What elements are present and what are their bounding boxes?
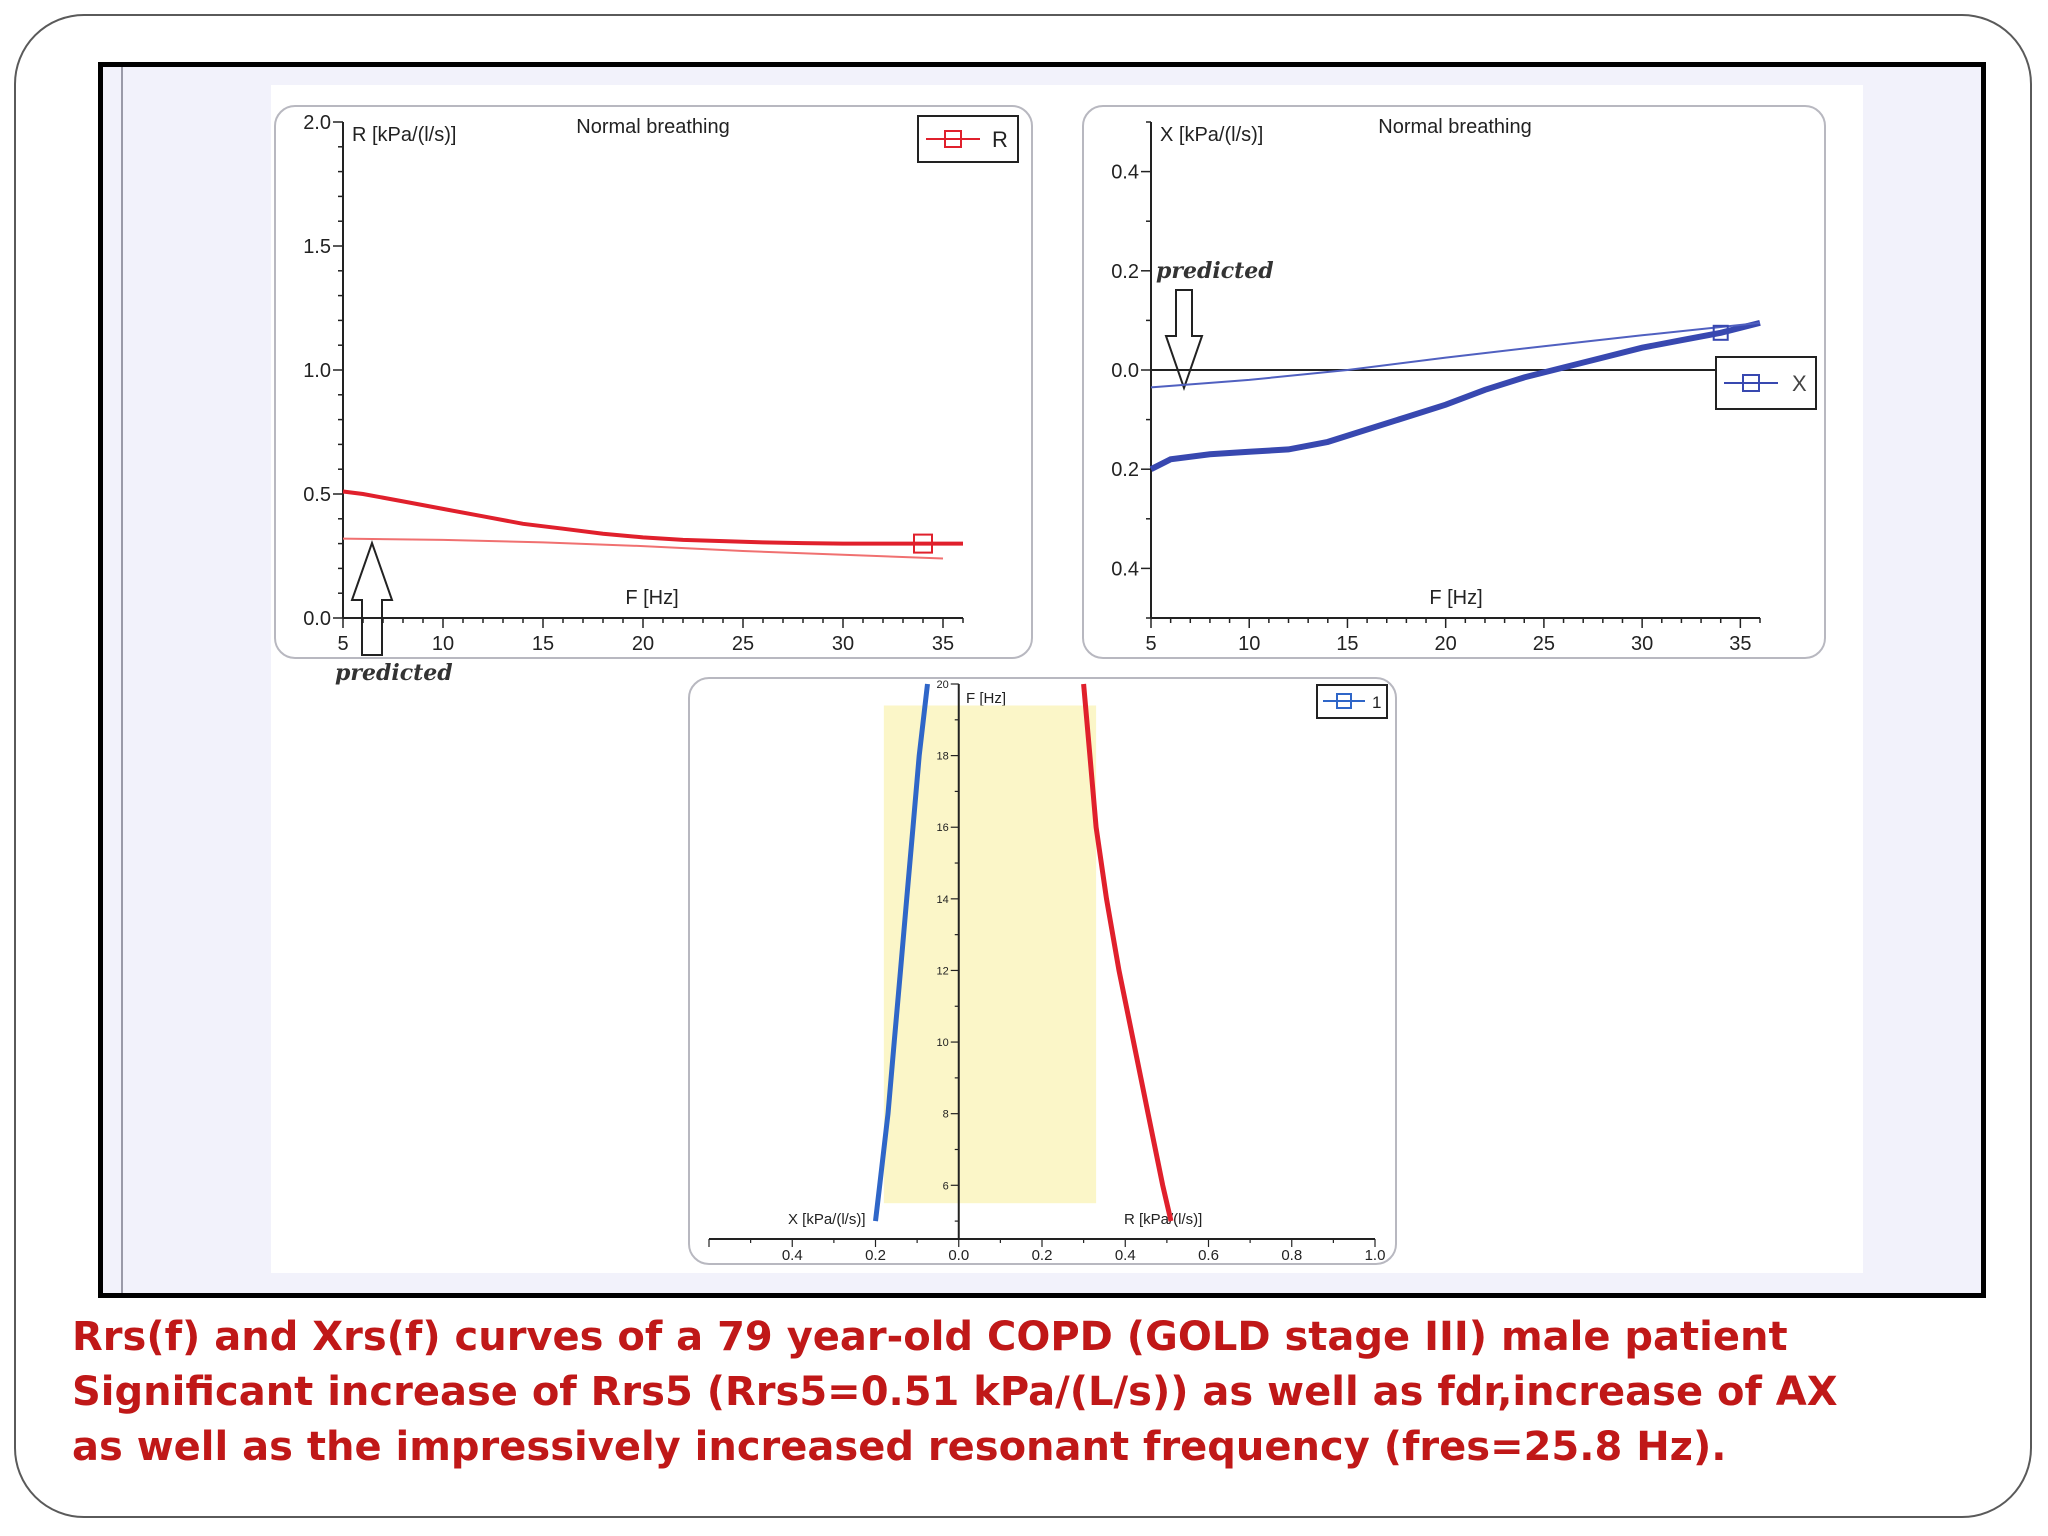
chart-r-x-tick-label: 25 <box>732 633 754 655</box>
chart-rx-y-tick-label: 16 <box>937 822 949 834</box>
chart-x-ylabel: X [kPa/(l/s)] <box>1160 124 1263 146</box>
chart-rx-x-tick-label: 0.4 <box>782 1247 803 1264</box>
chart-rx-x-tick-label: 0.0 <box>948 1247 969 1264</box>
chart-x-title: Normal breathing <box>1378 116 1531 138</box>
chart-rx-y-tick-label: 14 <box>937 894 949 906</box>
chart-x-series-line <box>1149 319 1761 472</box>
chart-r-ylabel: R [kPa/(l/s)] <box>352 124 456 146</box>
chart-x-x-tick-label: 15 <box>1336 633 1358 655</box>
chart-x-annotation: predicted <box>1156 258 1274 284</box>
chart-x-xlabel: F [Hz] <box>1429 587 1482 609</box>
chart-r-predicted-arrow <box>350 539 394 656</box>
chart-rx-legend-label: 1 <box>1372 693 1381 712</box>
chart-x-x-tick-label: 5 <box>1145 633 1156 655</box>
chart-r-y-tick-label: 0.5 <box>303 484 331 506</box>
chart-x-x-tick-label: 30 <box>1631 633 1653 655</box>
chart-r-x-tick-label: 35 <box>932 633 954 655</box>
chart-rx-x-tick-label: 0.8 <box>1281 1247 1302 1264</box>
chart-r-series-marker <box>913 533 933 554</box>
chart-x: Normal breathing X [kPa/(l/s)] F [Hz] pr… <box>1111 116 1817 655</box>
caption: Rrs(f) and Xrs(f) curves of a 79 year-ol… <box>72 1310 1992 1475</box>
chart-x-series-marker <box>1712 324 1729 341</box>
chart-rx-y-tick-label: 6 <box>943 1180 949 1192</box>
chart-x-x-tick-label: 35 <box>1729 633 1751 655</box>
chart-r-y-tick-label: 2.0 <box>303 112 331 134</box>
chart-rx-y-tick-label: 10 <box>937 1037 949 1049</box>
chart-rx-y-tick-label: 18 <box>937 751 949 763</box>
chart-x-y-tick-label: 0.4 <box>1111 162 1139 184</box>
chart-x-x-tick-label: 10 <box>1238 633 1260 655</box>
chart-rx-x-tick-label: 1.0 <box>1365 1247 1386 1264</box>
chart-x-y-tick-label: 0.4 <box>1111 558 1139 580</box>
chart-r-series-line <box>342 489 963 546</box>
chart-x-legend-label: X <box>1792 371 1807 396</box>
chart-rx-xlabel-x: X [kPa/(l/s)] <box>788 1211 866 1228</box>
chart-rx-x-tick-label: 0.6 <box>1198 1247 1219 1264</box>
chart-rx: F [Hz] X [kPa/(l/s)] R [kPa/(l/s)] 1 6 8 1… <box>708 679 1388 1264</box>
chart-rx-x-tick-label: 0.4 <box>1115 1247 1136 1264</box>
chart-rx-legend: 1 <box>1316 684 1388 719</box>
chart-rx-y-tick-label: 12 <box>937 965 949 977</box>
chart-rx-ylabel: F [Hz] <box>966 690 1006 707</box>
chart-x-y-tick-label: 0.2 <box>1111 459 1139 481</box>
chart-x-panel <box>1082 105 1826 659</box>
chart-x-x-tick-label: 20 <box>1435 633 1457 655</box>
caption-line-2: Significant increase of Rrs5 (Rrs5=0.51 … <box>72 1369 1838 1415</box>
chart-r-x-tick-label: 20 <box>632 633 654 655</box>
chart-r-panel <box>274 105 1033 659</box>
chart-rx-y-tick-label: 20 <box>937 679 949 691</box>
figure-inner-line <box>121 67 123 1293</box>
chart-r-y-tick-label: 0.0 <box>303 608 331 630</box>
chart-rx-x-curve <box>873 683 930 1222</box>
chart-rx-x-tick-label: 0.2 <box>865 1247 886 1264</box>
chart-r-y-tick-label: 1.0 <box>303 360 331 382</box>
chart-rx-fill <box>883 705 1097 1204</box>
chart-rx-x-tick-label: 0.2 <box>1032 1247 1053 1264</box>
chart-r-x-tick-label: 5 <box>337 633 348 655</box>
chart-r-xlabel: F [Hz] <box>625 587 678 609</box>
chart-x-x-tick-label: 25 <box>1533 633 1555 655</box>
chart-x-y-tick-label: 0.0 <box>1111 360 1139 382</box>
chart-rx-y-tick-label: 8 <box>943 1109 949 1121</box>
chart-r-x-tick-label: 15 <box>532 633 554 655</box>
chart-r-x-tick-label: 10 <box>432 633 454 655</box>
caption-line-3: as well as the impressively increased re… <box>72 1424 1727 1470</box>
chart-r-x-tick-label: 30 <box>832 633 854 655</box>
chart-rx-xlabel-r: R [kPa/(l/s)] <box>1124 1211 1202 1228</box>
chart-r-legend: R <box>917 115 1019 163</box>
chart-r-series-line <box>342 537 944 560</box>
chart-r-annotation: predicted <box>335 660 453 686</box>
chart-x-legend: X <box>1715 356 1817 410</box>
chart-r: Normal breathing R [kPa/(l/s)] F [Hz] R … <box>303 112 1019 686</box>
chart-r-legend-label: R <box>992 127 1008 152</box>
chart-x-series-line <box>1150 321 1761 389</box>
chart-r-y-tick-label: 1.5 <box>303 236 331 258</box>
chart-rx-r-curve <box>1081 683 1174 1222</box>
caption-line-1: Rrs(f) and Xrs(f) curves of a 79 year-ol… <box>72 1314 1788 1360</box>
chart-x-y-tick-label: 0.2 <box>1111 261 1139 283</box>
chart-r-title: Normal breathing <box>576 116 729 138</box>
chart-x-predicted-arrow <box>1164 289 1204 392</box>
